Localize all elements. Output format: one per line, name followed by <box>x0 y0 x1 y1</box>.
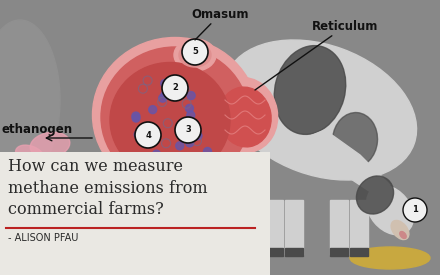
Circle shape <box>204 147 212 155</box>
Circle shape <box>140 130 148 138</box>
Circle shape <box>135 122 161 148</box>
Ellipse shape <box>92 37 257 192</box>
Circle shape <box>182 39 208 65</box>
Bar <box>330 248 348 256</box>
Circle shape <box>185 104 194 112</box>
Circle shape <box>134 131 142 139</box>
Ellipse shape <box>333 112 378 167</box>
Circle shape <box>186 139 194 147</box>
Polygon shape <box>300 130 390 195</box>
Ellipse shape <box>174 39 216 71</box>
Bar <box>285 248 303 256</box>
Ellipse shape <box>219 87 271 147</box>
Text: - ALISON PFAU: - ALISON PFAU <box>8 233 78 243</box>
Circle shape <box>403 198 427 222</box>
Text: How can we measure
methane emissions from
commercial farms?: How can we measure methane emissions fro… <box>8 158 208 218</box>
Bar <box>350 200 368 255</box>
Ellipse shape <box>15 145 44 165</box>
Circle shape <box>161 91 169 99</box>
Text: 1: 1 <box>412 205 418 215</box>
Text: Reticulum: Reticulum <box>255 20 378 90</box>
Circle shape <box>161 79 169 87</box>
Bar <box>265 200 283 255</box>
Circle shape <box>184 153 192 161</box>
Circle shape <box>159 94 167 102</box>
Text: 3: 3 <box>185 125 191 134</box>
Circle shape <box>187 92 195 100</box>
Circle shape <box>132 112 140 120</box>
Ellipse shape <box>110 62 230 177</box>
Circle shape <box>194 132 202 140</box>
Circle shape <box>168 81 176 89</box>
Circle shape <box>176 142 184 150</box>
Text: Omasum: Omasum <box>191 8 249 40</box>
Text: ethanogen: ethanogen <box>2 123 73 136</box>
Circle shape <box>132 114 140 122</box>
Text: 2: 2 <box>172 84 178 92</box>
Ellipse shape <box>356 176 393 214</box>
Ellipse shape <box>101 47 249 187</box>
Circle shape <box>187 111 195 119</box>
Ellipse shape <box>400 232 406 238</box>
Circle shape <box>191 126 199 134</box>
Text: 5: 5 <box>192 48 198 56</box>
Bar <box>285 200 303 255</box>
Ellipse shape <box>30 132 70 158</box>
Bar <box>0 152 270 275</box>
Ellipse shape <box>164 160 206 185</box>
Bar <box>265 248 283 256</box>
Ellipse shape <box>0 20 60 180</box>
Ellipse shape <box>274 46 346 134</box>
Circle shape <box>129 154 137 162</box>
Ellipse shape <box>367 185 414 235</box>
Circle shape <box>153 150 161 158</box>
Ellipse shape <box>213 78 278 152</box>
Ellipse shape <box>158 155 213 189</box>
Ellipse shape <box>179 43 211 67</box>
Bar <box>330 200 348 255</box>
Circle shape <box>175 117 201 143</box>
Ellipse shape <box>224 40 417 180</box>
Circle shape <box>162 75 188 101</box>
Bar <box>350 248 368 256</box>
Circle shape <box>149 106 157 114</box>
Ellipse shape <box>350 247 430 269</box>
Text: 4: 4 <box>145 131 151 139</box>
Ellipse shape <box>391 221 409 240</box>
